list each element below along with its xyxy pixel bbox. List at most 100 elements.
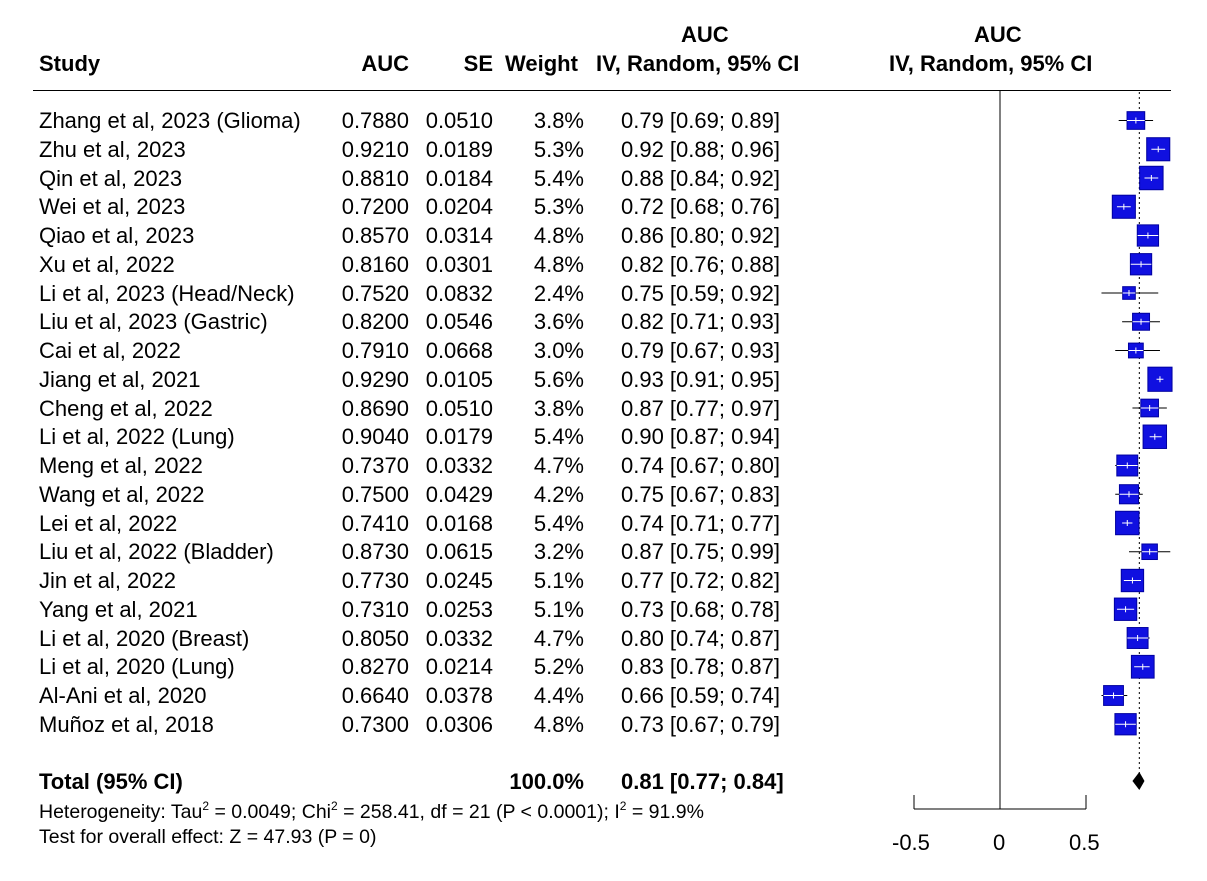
study-name: Muñoz et al, 2018 [39, 711, 214, 737]
weight-value: 5.3% [533, 136, 584, 162]
auc-value: 0.8270 [341, 654, 409, 680]
ci-value: 0.93 [0.91; 0.95] [621, 366, 781, 392]
weight-value: 3.6% [533, 309, 584, 335]
ci-value: 0.83 [0.78; 0.87] [621, 654, 781, 680]
ci-value: 0.74 [0.67; 0.80] [621, 453, 781, 478]
header-se: SE [463, 51, 493, 76]
axis-tick-label: -0.5 [892, 830, 930, 855]
header-ci-bottom: IV, Random, 95% CI [596, 51, 800, 76]
se-value: 0.0510 [425, 108, 493, 133]
weight-value: 5.4% [533, 165, 584, 191]
auc-value: 0.7410 [341, 510, 409, 536]
ci-value: 0.87 [0.77; 0.97] [621, 395, 781, 421]
weight-value: 4.4% [533, 683, 584, 708]
ci-value: 0.74 [0.71; 0.77] [621, 510, 781, 536]
header-ci-top: AUC [681, 22, 729, 47]
weight-value: 5.6% [533, 366, 584, 392]
ci-value: 0.73 [0.67; 0.79] [621, 711, 781, 737]
total-label: Total (95% CI) [39, 769, 183, 794]
se-value: 0.0378 [425, 683, 493, 708]
auc-value: 0.7880 [341, 108, 409, 133]
auc-value: 0.7910 [341, 338, 409, 363]
study-name: Li et al, 2022 (Lung) [39, 424, 235, 450]
weight-value: 5.1% [533, 568, 584, 593]
se-value: 0.0105 [425, 366, 493, 392]
weight-value: 5.2% [533, 654, 584, 680]
weight-value: 4.7% [533, 625, 584, 651]
ci-value: 0.72 [0.68; 0.76] [621, 194, 781, 220]
study-name: Xu et al, 2022 [39, 251, 175, 277]
heterogeneity-text: Heterogeneity: Tau2 = 0.0049; Chi2 = 258… [39, 799, 704, 823]
auc-value: 0.7370 [341, 453, 409, 478]
study-name: Zhang et al, 2023 (Glioma) [39, 108, 301, 133]
se-value: 0.0189 [425, 136, 493, 162]
se-value: 0.0245 [425, 568, 493, 593]
study-name: Li et al, 2020 (Breast) [39, 625, 250, 651]
auc-value: 0.7310 [341, 596, 409, 622]
auc-value: 0.8200 [341, 309, 409, 335]
se-value: 0.0184 [425, 165, 493, 191]
header-plot-top: AUC [974, 22, 1022, 47]
auc-value: 0.7200 [341, 194, 409, 220]
study-name: Wei et al, 2023 [39, 194, 186, 220]
weight-value: 4.2% [533, 481, 584, 507]
se-value: 0.0168 [425, 510, 493, 536]
study-name: Li et al, 2023 (Head/Neck) [39, 280, 295, 306]
ci-value: 0.92 [0.88; 0.96] [621, 136, 781, 162]
overall-effect-text: Test for overall effect: Z = 47.93 (P = … [39, 826, 377, 848]
ci-value: 0.77 [0.72; 0.82] [621, 568, 781, 593]
ci-value: 0.79 [0.69; 0.89] [621, 108, 781, 133]
header-study: Study [39, 51, 101, 76]
auc-value: 0.6640 [341, 683, 409, 708]
se-value: 0.0253 [425, 596, 493, 622]
se-value: 0.0179 [425, 424, 493, 450]
se-value: 0.0306 [425, 711, 493, 737]
se-value: 0.0429 [425, 481, 493, 507]
ci-value: 0.66 [0.59; 0.74] [621, 683, 781, 708]
weight-value: 4.8% [533, 251, 584, 277]
se-value: 0.0332 [425, 453, 493, 478]
total-ci: 0.81 [0.77; 0.84] [621, 769, 784, 794]
weight-value: 4.7% [533, 453, 584, 478]
weight-value: 5.1% [533, 596, 584, 622]
header-rule [33, 90, 1171, 91]
weight-value: 3.0% [533, 338, 584, 363]
header-plot-bottom: IV, Random, 95% CI [889, 51, 1093, 76]
weight-value: 3.8% [533, 395, 584, 421]
ci-value: 0.86 [0.80; 0.92] [621, 223, 781, 248]
weight-value: 2.4% [533, 280, 584, 306]
study-name: Al-Ani et al, 2020 [39, 683, 207, 708]
study-name: Jiang et al, 2021 [39, 366, 201, 392]
auc-value: 0.9210 [341, 136, 409, 162]
se-value: 0.0546 [425, 309, 493, 335]
se-value: 0.0832 [425, 280, 493, 306]
auc-value: 0.8160 [341, 251, 409, 277]
study-name: Cheng et al, 2022 [39, 395, 213, 421]
weight-value: 5.4% [533, 510, 584, 536]
auc-value: 0.7730 [341, 568, 409, 593]
weight-value: 3.8% [533, 108, 584, 133]
study-name: Yang et al, 2021 [39, 596, 198, 622]
study-name: Lei et al, 2022 [39, 510, 178, 536]
weight-value: 4.8% [533, 223, 584, 248]
ci-value: 0.75 [0.67; 0.83] [621, 481, 781, 507]
axis-tick-label: 0.5 [1069, 830, 1100, 855]
auc-value: 0.8690 [341, 395, 409, 421]
auc-value: 0.7300 [341, 711, 409, 737]
study-name: Li et al, 2020 (Lung) [39, 654, 235, 680]
axis-tick-label: 0 [993, 830, 1006, 855]
ci-value: 0.80 [0.74; 0.87] [621, 625, 781, 651]
auc-value: 0.8050 [341, 625, 409, 651]
se-value: 0.0214 [425, 654, 493, 680]
auc-value: 0.7520 [341, 280, 409, 306]
ci-value: 0.73 [0.68; 0.78] [621, 596, 781, 622]
ci-value: 0.82 [0.71; 0.93] [621, 309, 781, 335]
se-value: 0.0314 [425, 223, 493, 248]
ci-value: 0.88 [0.84; 0.92] [621, 165, 781, 191]
study-name: Wang et al, 2022 [39, 481, 205, 507]
se-value: 0.0301 [425, 251, 493, 277]
auc-value: 0.8810 [341, 165, 409, 191]
se-value: 0.0332 [425, 625, 493, 651]
ci-value: 0.90 [0.87; 0.94] [621, 424, 781, 450]
